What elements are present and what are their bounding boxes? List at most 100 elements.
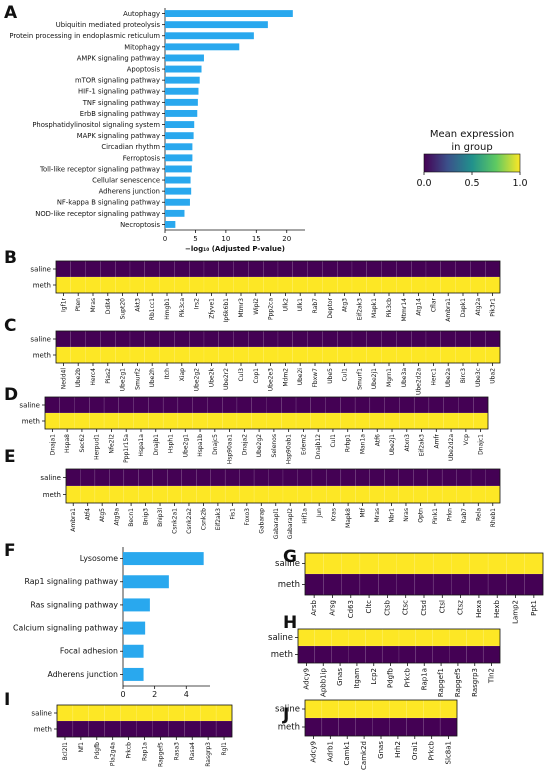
heatmap-cell xyxy=(56,704,74,722)
gene-label: Cop1 xyxy=(253,368,260,384)
heatmap-cell xyxy=(159,276,175,294)
gene-label: Rasgrp3 xyxy=(471,668,479,697)
heatmap-cell xyxy=(441,485,457,504)
gene-label: Itgam xyxy=(353,668,361,689)
heatmap-cell xyxy=(263,330,279,348)
category-label: NF-kappa B signaling pathway xyxy=(57,199,160,207)
heatmap-cell xyxy=(70,260,86,278)
heatmap-cells xyxy=(56,704,233,738)
gene-label: Eif2ak3 xyxy=(419,434,426,457)
bar xyxy=(165,21,268,29)
heatmap-cell xyxy=(485,330,501,348)
heatmap-cell xyxy=(174,346,190,364)
heatmap-cell xyxy=(458,412,474,430)
gene-label: Gnas xyxy=(336,668,344,686)
heatmap-cells xyxy=(55,330,501,364)
heatmap-cell xyxy=(221,396,238,414)
panel-letter: H xyxy=(283,613,297,633)
bar xyxy=(165,98,198,106)
heatmap-cell xyxy=(310,396,326,414)
gene-label: Tln2 xyxy=(488,668,496,684)
gene-label: Irs2 xyxy=(194,298,201,309)
gene-label: Foxo3 xyxy=(244,508,251,526)
heatmap-cell xyxy=(120,720,137,738)
bar xyxy=(165,198,190,206)
heatmap-cell xyxy=(440,276,456,294)
gene-label: Ube2g2 xyxy=(194,368,201,392)
heatmap-cell xyxy=(440,346,456,364)
gene-label: Hif1a xyxy=(302,508,309,524)
heatmap-cell xyxy=(337,260,353,278)
heatmap-cell xyxy=(203,330,220,348)
heatmap-cell xyxy=(469,573,489,596)
gene-label: Cul1 xyxy=(342,368,349,382)
heatmap-cell xyxy=(365,628,383,647)
gene-label: Rapgef5 xyxy=(157,742,164,767)
gene-label: Ctsz xyxy=(457,600,465,615)
heatmap-cell xyxy=(295,396,311,414)
gene-label: Hexa xyxy=(475,600,483,618)
heatmap-cell xyxy=(44,412,60,430)
gene-label: Lcp2 xyxy=(370,668,378,685)
heatmap-cell xyxy=(104,720,121,738)
heatmap-cell xyxy=(455,346,471,364)
heatmap-cell xyxy=(199,720,217,738)
gene-label: Rab7 xyxy=(312,298,319,314)
gene-label: Hspa1b xyxy=(197,434,204,457)
gene-label: Mgrn1 xyxy=(386,368,393,387)
colorbar-tick-label: 0.0 xyxy=(416,178,431,189)
heatmap-cell xyxy=(366,260,382,278)
gene-label: Rasgrp3 xyxy=(205,742,212,767)
heatmap-cell xyxy=(297,468,313,487)
gene-label: Fbxw7 xyxy=(312,368,319,388)
heatmap-cell xyxy=(365,645,383,664)
heatmap-cell xyxy=(381,276,397,294)
gene-label: Apbb1ip xyxy=(319,667,327,697)
heatmap-cell xyxy=(338,699,356,719)
barchart-panel-F: Lysosome Rap1 signaling pathway Ras signal… xyxy=(13,547,210,699)
heatmap-cell xyxy=(123,485,139,504)
heatmap-cell xyxy=(266,412,282,430)
heatmap-cell xyxy=(331,628,349,647)
gene-label: Ddit4 xyxy=(105,298,112,314)
bar xyxy=(165,132,194,140)
gene-label: Pik3ca xyxy=(179,298,186,318)
heatmap-cell xyxy=(485,468,501,487)
bar xyxy=(165,121,195,128)
heatmap-cell xyxy=(399,412,415,430)
x-tick-label: 0 xyxy=(120,690,125,699)
heatmap-cell xyxy=(470,468,486,487)
heatmap-frame xyxy=(55,260,501,294)
heatmap-cell xyxy=(341,552,361,575)
gene-label: Atxn3 xyxy=(404,434,411,452)
heatmap-cell xyxy=(251,412,267,430)
category-label: Calcium signaling pathway xyxy=(13,623,118,632)
row-label: saline xyxy=(30,336,51,344)
gene-label: Ppp1r15a xyxy=(123,434,130,463)
heatmap-cell xyxy=(174,260,190,278)
heatmap-cell xyxy=(292,346,308,364)
heatmap-panel-I: saline meth Bcl2l1 Nf1 Pdgfb Pla2g4a Prkcb Rap1… xyxy=(31,704,233,767)
heatmap-cell xyxy=(381,346,397,364)
gene-label: Rapgef5 xyxy=(454,668,462,697)
gene-label: Mtf xyxy=(360,507,367,518)
heatmap-cell xyxy=(72,704,90,722)
heatmap-cell xyxy=(177,412,193,430)
heatmap-cell xyxy=(440,260,456,278)
heatmap-cell xyxy=(203,346,220,364)
heatmap-cell xyxy=(411,276,427,294)
heatmap-cell xyxy=(415,628,433,647)
heatmap-cell xyxy=(162,396,179,414)
heatmap-panel-J: saline meth Adcy9 Adrb1 Camk1 Camk2d Gnas Hrh2 O… xyxy=(275,699,458,770)
gene-label: Herc4 xyxy=(90,368,97,386)
heatmap-cell xyxy=(482,645,501,664)
heatmap-cell xyxy=(129,330,146,348)
category-label: Adherens junction xyxy=(99,188,160,196)
heatmap-cell xyxy=(381,260,397,278)
bar xyxy=(123,621,146,635)
gene-label: Nfe2l2 xyxy=(108,434,115,454)
gene-label: Ube2g1 xyxy=(120,368,127,392)
heatmap-cell xyxy=(224,485,240,504)
heatmap-cell xyxy=(398,628,417,647)
